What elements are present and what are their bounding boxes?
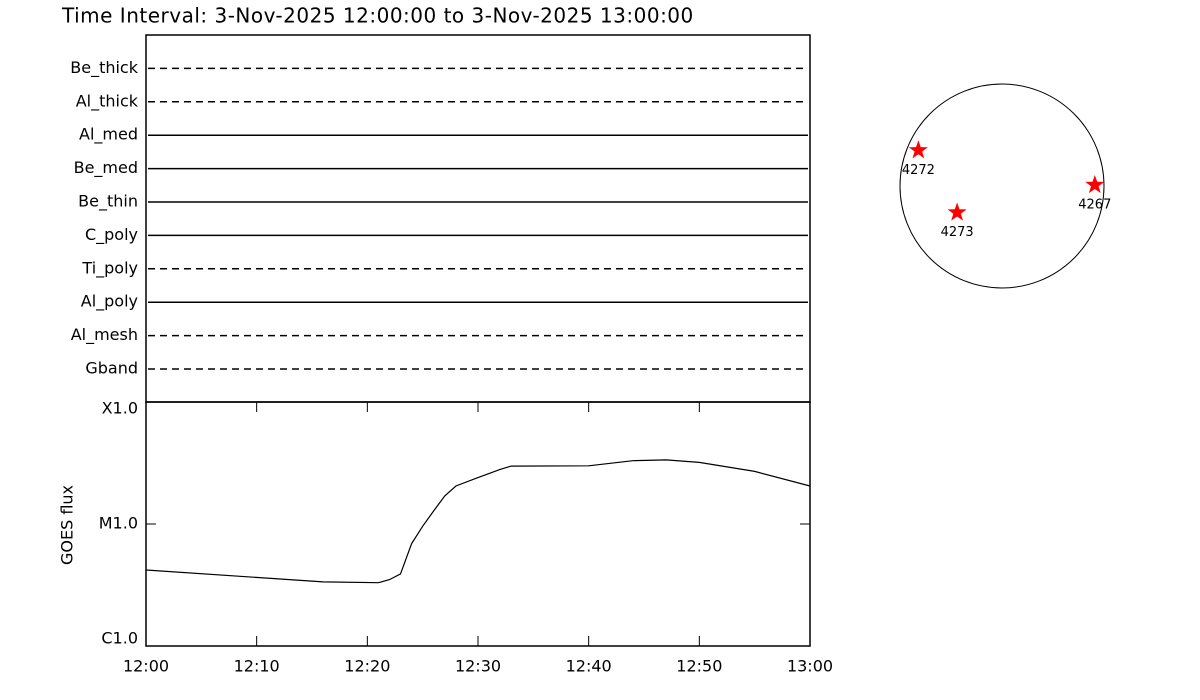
x-tick-label: 12:30 <box>455 657 501 676</box>
filter-label: Al_thick <box>76 91 139 111</box>
region-label: 4272 <box>902 163 935 178</box>
filter-label: Al_mesh <box>71 325 138 345</box>
active-region <box>1085 175 1105 194</box>
x-tick-label: 13:00 <box>787 657 833 676</box>
sun-disk <box>899 83 1105 289</box>
filter-panel <box>145 34 811 403</box>
x-tick-label: 12:10 <box>234 657 280 676</box>
active-region <box>947 202 967 221</box>
x-tick-label: 12:20 <box>344 657 390 676</box>
y-tick-label: X1.0 <box>102 399 138 418</box>
filter-label: Al_med <box>79 125 138 145</box>
x-tick-label: 12:50 <box>676 657 722 676</box>
y-axis-label: GOES flux <box>58 485 77 565</box>
filter-label: Gband <box>85 359 138 378</box>
goes-curve <box>145 459 811 584</box>
active-region <box>908 140 928 159</box>
y-tick-label: C1.0 <box>101 629 138 648</box>
goes-panel <box>145 401 811 647</box>
chart-title: Time Interval: 3-Nov-2025 12:00:00 to 3-… <box>61 4 694 28</box>
filter-label: C_poly <box>85 225 138 245</box>
region-label: 4273 <box>941 225 974 240</box>
y-tick-label: M1.0 <box>99 514 138 533</box>
filter-label: Be_med <box>74 158 138 178</box>
filter-label: Al_poly <box>81 292 138 312</box>
filter-label: Ti_poly <box>81 258 138 278</box>
filter-label: Be_thin <box>78 192 138 212</box>
region-label: 4267 <box>1078 197 1111 212</box>
x-tick-label: 12:40 <box>566 657 612 676</box>
filter-label: Be_thick <box>70 58 138 78</box>
x-tick-label: 12:00 <box>123 657 169 676</box>
